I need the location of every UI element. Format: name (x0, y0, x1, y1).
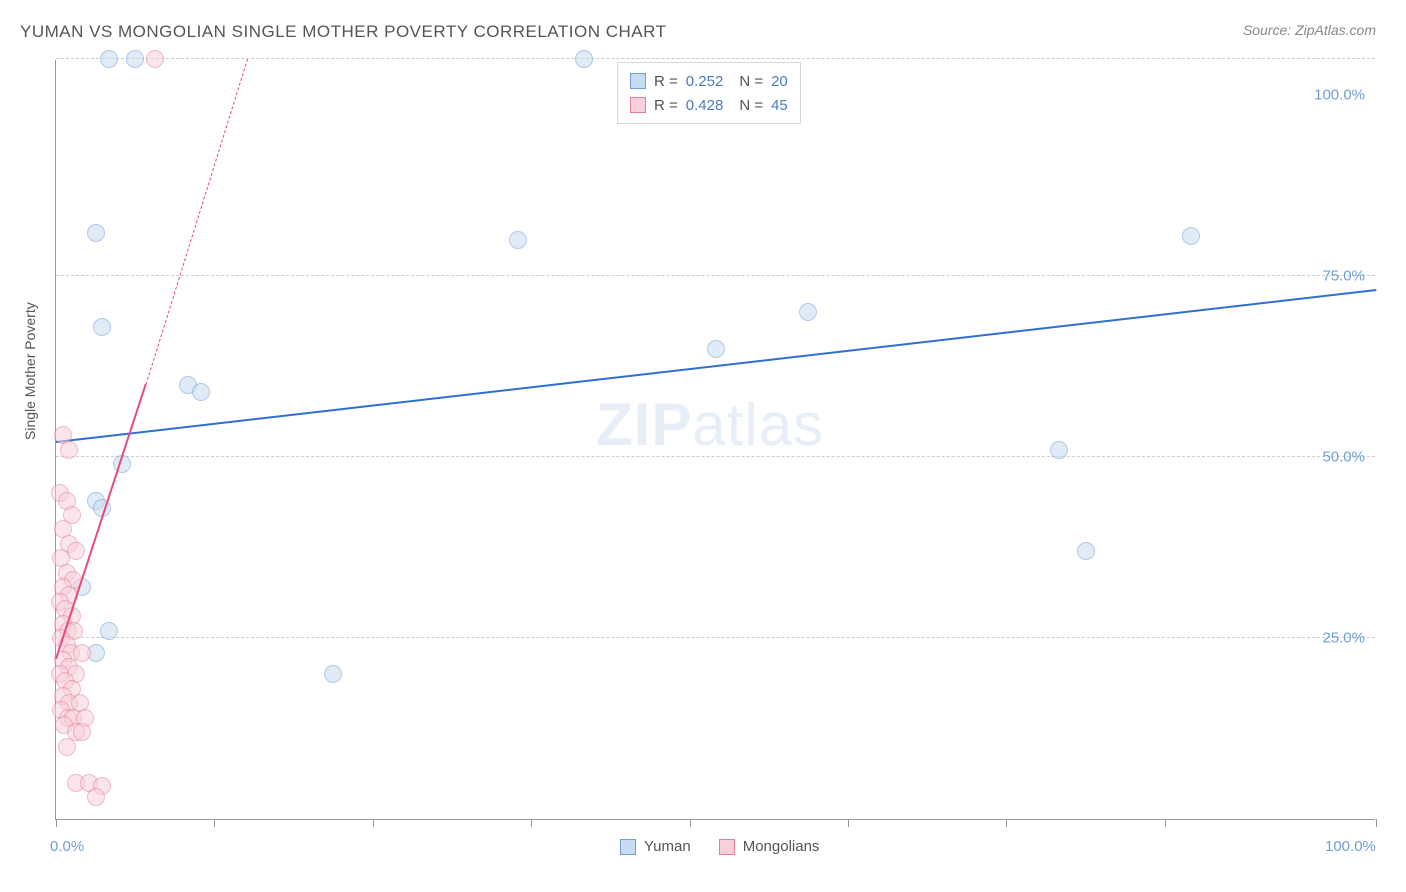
swatch-mongolians-bottom (719, 839, 735, 855)
x-tick (214, 819, 215, 827)
scatter-point (1077, 542, 1095, 560)
scatter-point (146, 50, 164, 68)
n-value-yuman: 20 (771, 73, 788, 90)
y-tick-label: 50.0% (1322, 449, 1365, 466)
scatter-point (575, 50, 593, 68)
y-tick-label: 75.0% (1322, 268, 1365, 285)
y-tick-label: 25.0% (1322, 630, 1365, 647)
swatch-yuman (630, 73, 646, 89)
watermark: ZIPatlas (596, 390, 824, 459)
x-tick-label: 0.0% (50, 838, 84, 855)
gridline (56, 456, 1375, 457)
gridline (56, 637, 1375, 638)
scatter-point (93, 318, 111, 336)
trend-line (56, 289, 1376, 443)
x-tick (1165, 819, 1166, 827)
scatter-point (509, 231, 527, 249)
r-value-mongolians: 0.428 (686, 97, 724, 114)
x-tick (848, 819, 849, 827)
plot-area: ZIPatlas 25.0% 50.0% 75.0% 100.0% (55, 60, 1375, 820)
legend-series: Yuman Mongolians (620, 838, 819, 855)
scatter-point (192, 383, 210, 401)
n-value-mongolians: 45 (771, 97, 788, 114)
legend-item-yuman: Yuman (620, 838, 691, 855)
swatch-yuman-bottom (620, 839, 636, 855)
scatter-point (126, 50, 144, 68)
r-value-yuman: 0.252 (686, 73, 724, 90)
legend-item-mongolians: Mongolians (719, 838, 820, 855)
scatter-point (324, 665, 342, 683)
scatter-point (58, 738, 76, 756)
source-attribution: Source: ZipAtlas.com (1243, 22, 1376, 38)
x-tick (373, 819, 374, 827)
scatter-point (100, 622, 118, 640)
y-tick-label: 100.0% (1314, 87, 1365, 104)
legend-row-mongolians: R = 0.428 N = 45 (630, 93, 788, 117)
legend-correlation-box: R = 0.252 N = 20 R = 0.428 N = 45 (617, 62, 801, 124)
gridline (56, 58, 1375, 59)
x-tick (56, 819, 57, 827)
x-tick-label: 100.0% (1325, 838, 1376, 855)
scatter-point (799, 303, 817, 321)
swatch-mongolians (630, 97, 646, 113)
gridline (56, 275, 1375, 276)
legend-row-yuman: R = 0.252 N = 20 (630, 69, 788, 93)
scatter-point (87, 224, 105, 242)
scatter-point (60, 441, 78, 459)
scatter-point (73, 644, 91, 662)
x-tick (690, 819, 691, 827)
scatter-point (87, 788, 105, 806)
chart-title: YUMAN VS MONGOLIAN SINGLE MOTHER POVERTY… (20, 22, 666, 42)
chart-container: YUMAN VS MONGOLIAN SINGLE MOTHER POVERTY… (0, 0, 1406, 892)
x-tick (1006, 819, 1007, 827)
x-tick (1376, 819, 1377, 827)
scatter-point (100, 50, 118, 68)
y-axis-label: Single Mother Poverty (22, 302, 38, 440)
trend-line (145, 58, 248, 384)
scatter-point (1050, 441, 1068, 459)
scatter-point (1182, 227, 1200, 245)
scatter-point (73, 723, 91, 741)
scatter-point (707, 340, 725, 358)
x-tick (531, 819, 532, 827)
